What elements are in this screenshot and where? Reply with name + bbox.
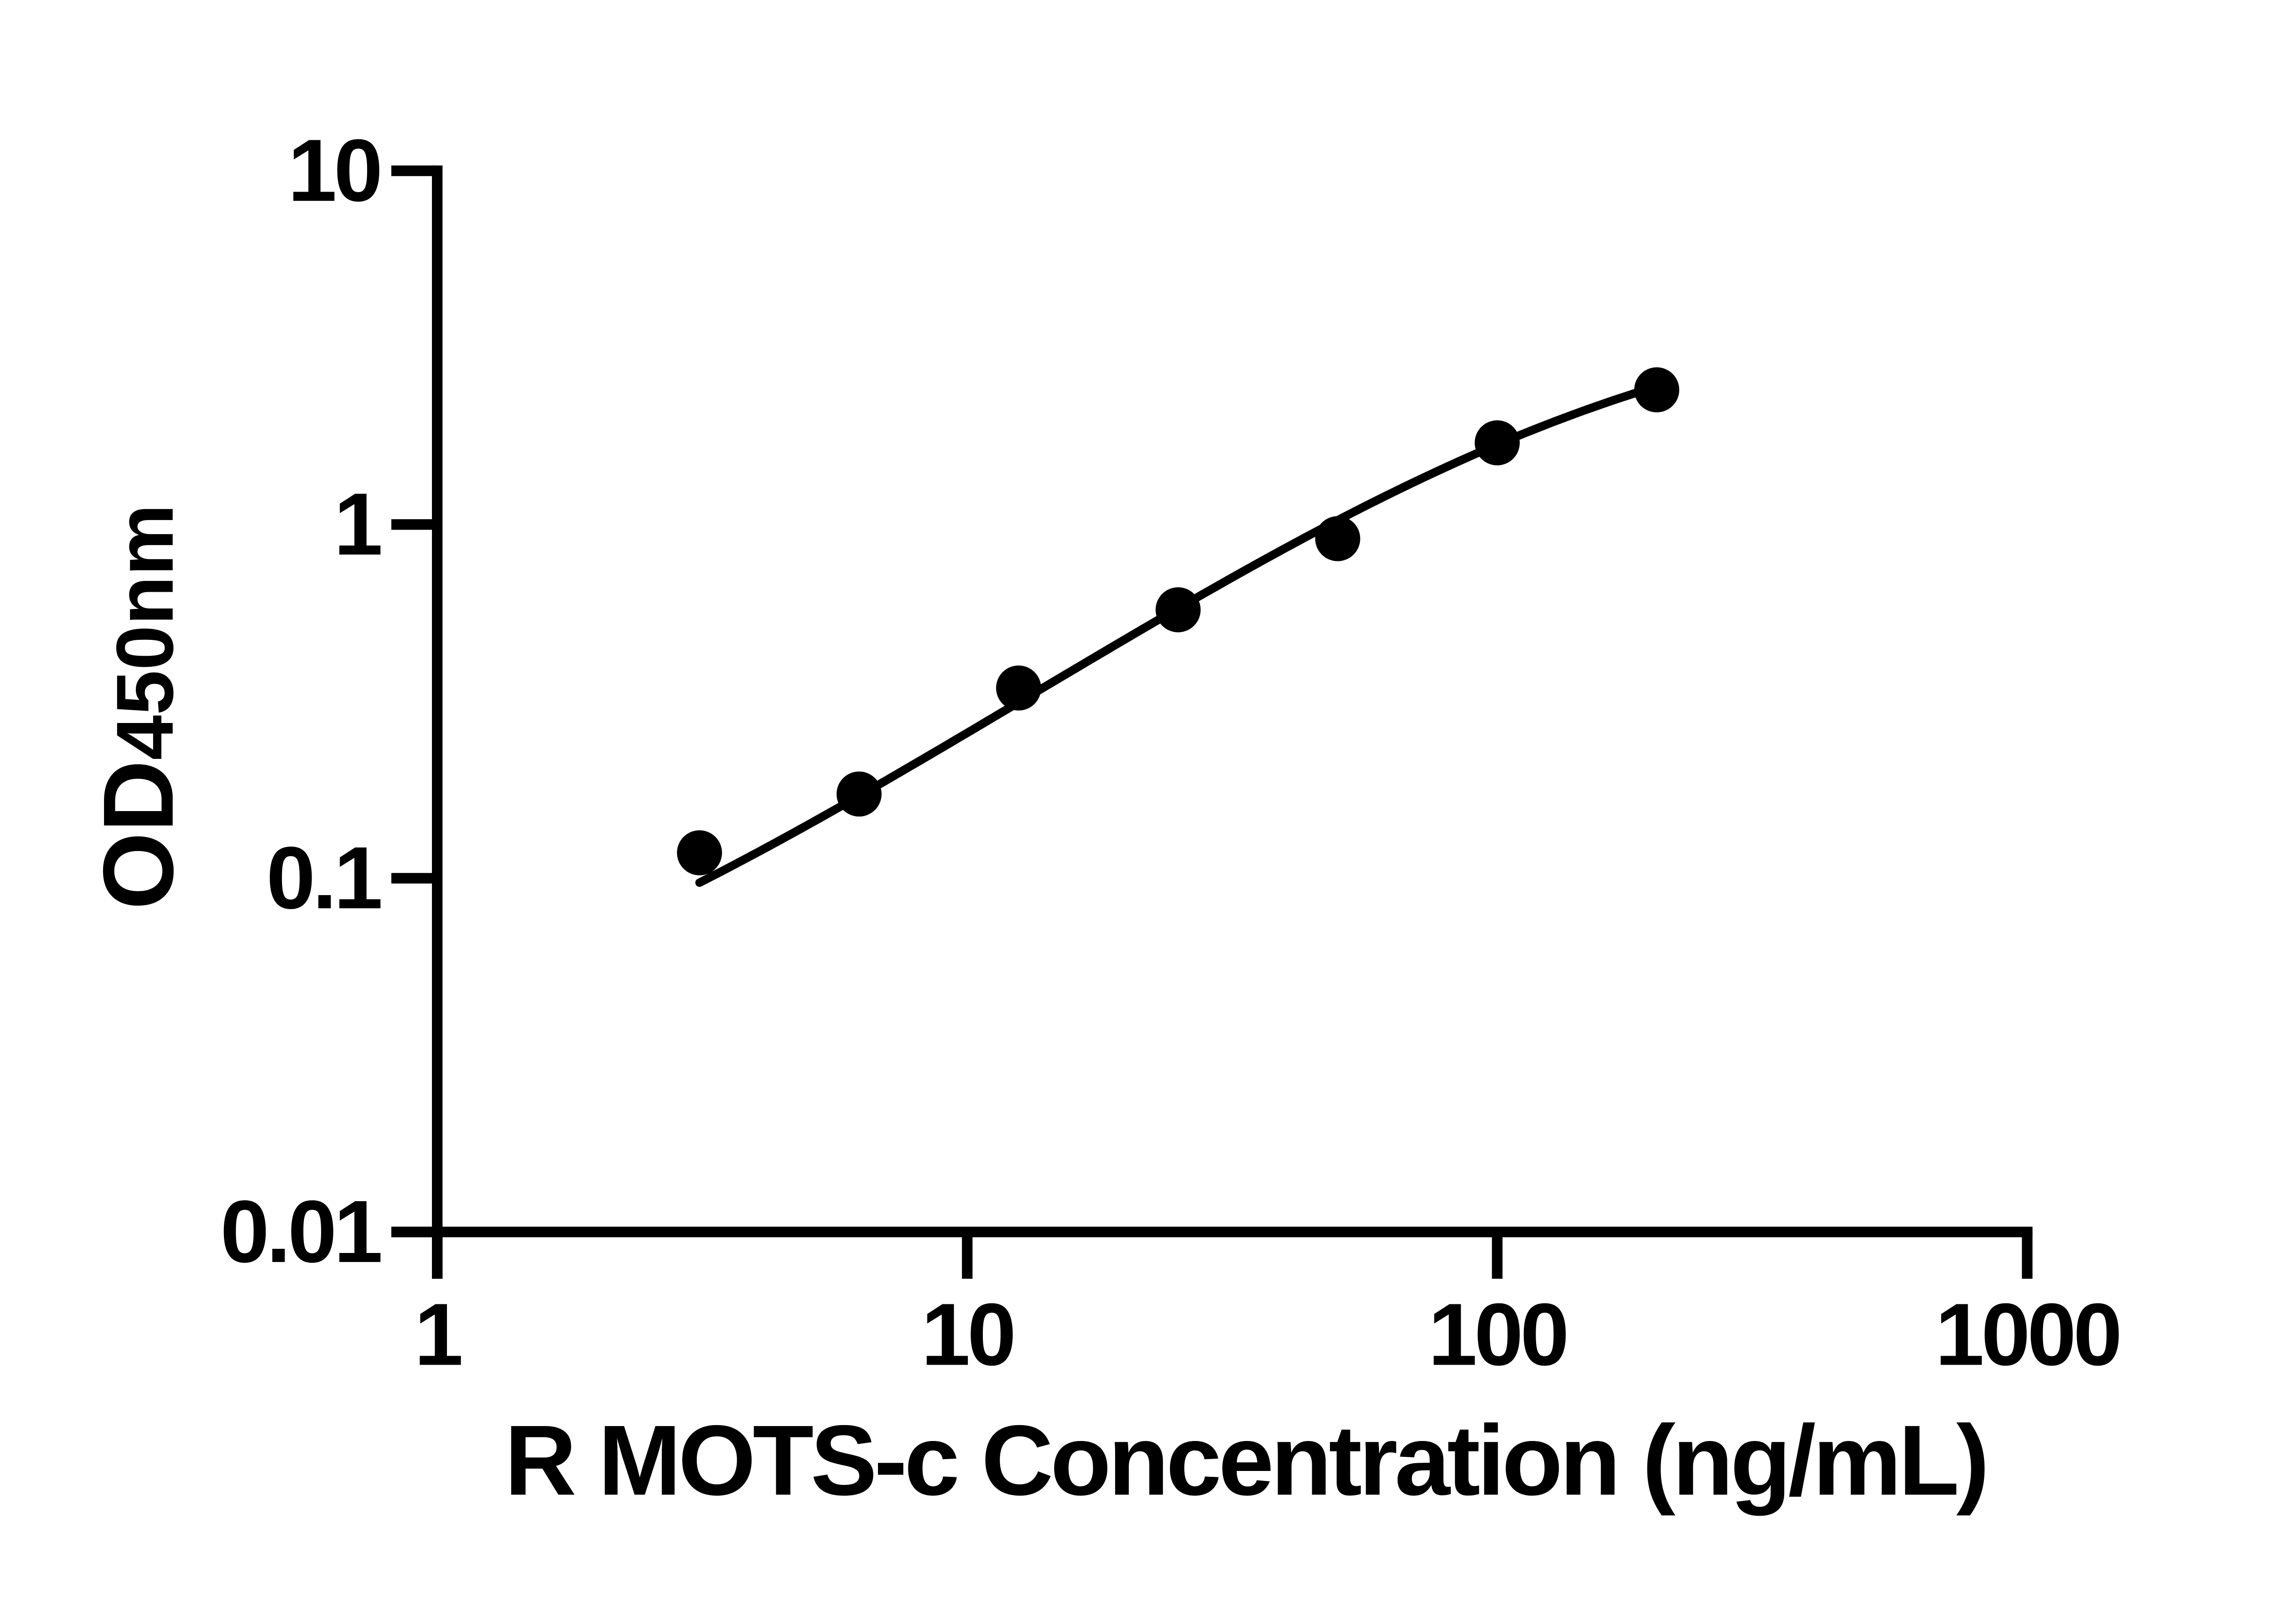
- y-axis-tick-labels: 10 1 0.1 0.01: [220, 121, 384, 1281]
- y-tick-label: 1: [334, 475, 381, 574]
- data-point: [996, 665, 1041, 711]
- data-point: [1155, 587, 1201, 633]
- y-tick-label: 0.1: [266, 829, 381, 927]
- x-axis-ticks: [431, 1232, 2033, 1279]
- x-axis-tick-labels: 1 10 100 1000: [414, 1285, 2122, 1384]
- x-tick-label: 1: [414, 1285, 461, 1384]
- x-axis-title: R MOTS-c Concentration (ng/mL): [505, 1404, 1987, 1516]
- y-axis-title-subscript: 450nm: [99, 504, 190, 760]
- data-points: [677, 367, 1680, 876]
- data-point: [1474, 420, 1520, 465]
- y-axis-title: OD450nm: [82, 504, 194, 910]
- axes: [391, 165, 2033, 1279]
- x-tick-label: 10: [921, 1285, 1013, 1384]
- y-tick-label: 10: [288, 121, 380, 220]
- y-tick-label: 0.01: [220, 1183, 381, 1281]
- data-point: [1634, 367, 1680, 412]
- data-point: [677, 830, 722, 876]
- x-tick-label: 100: [1428, 1285, 1566, 1384]
- y-axis-ticks: [391, 165, 437, 1238]
- x-tick-label: 1000: [1935, 1285, 2119, 1384]
- data-point: [1315, 516, 1360, 561]
- y-axis-title-main: OD: [82, 760, 194, 910]
- data-point: [836, 771, 882, 817]
